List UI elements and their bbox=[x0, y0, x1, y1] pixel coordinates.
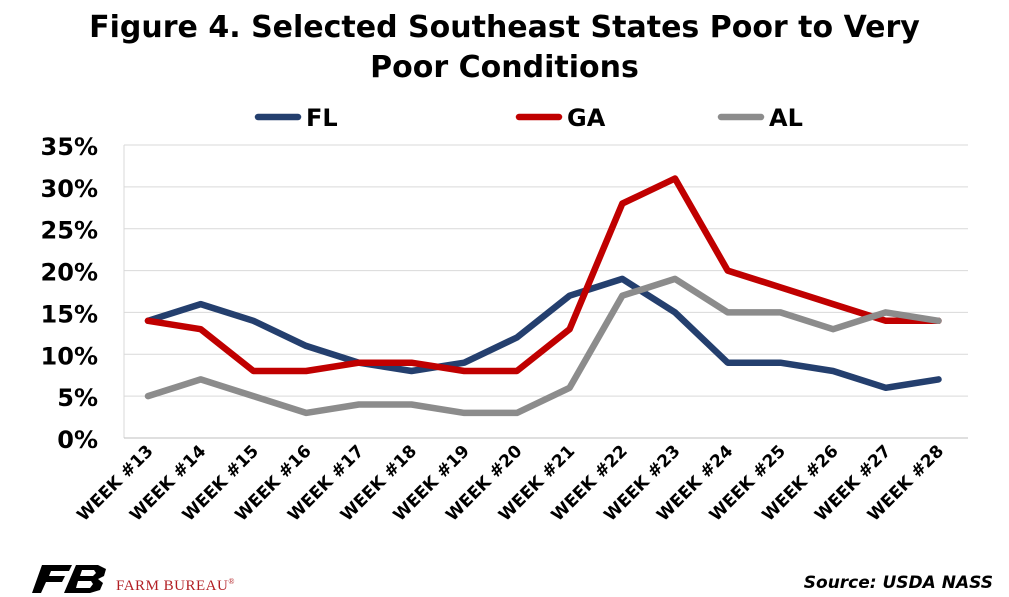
data-point-ga bbox=[146, 318, 150, 323]
data-point-fl bbox=[778, 360, 783, 365]
data-point-fl bbox=[462, 360, 467, 365]
series-line-fl bbox=[144, 275, 942, 392]
data-point-fl bbox=[514, 335, 519, 340]
y-tick-label: 0% bbox=[57, 426, 98, 454]
data-point-ga bbox=[409, 360, 414, 365]
y-tick-label: 25% bbox=[41, 217, 98, 245]
data-point-fl bbox=[831, 369, 836, 374]
legend-label-al: AL bbox=[769, 104, 803, 132]
data-point-al bbox=[620, 293, 625, 298]
data-point-al bbox=[725, 310, 730, 315]
data-point-al bbox=[462, 410, 467, 415]
data-point-ga bbox=[514, 369, 519, 374]
farm-bureau-logo-icon bbox=[32, 565, 106, 593]
y-tick-label: 15% bbox=[41, 300, 98, 328]
chart-title-line-2: Poor Conditions bbox=[370, 50, 639, 85]
data-point-al bbox=[883, 310, 888, 315]
data-point-ga bbox=[620, 201, 625, 206]
data-point-al bbox=[778, 310, 783, 315]
data-point-ga bbox=[304, 369, 309, 374]
data-point-al bbox=[146, 394, 150, 399]
y-tick-label: 30% bbox=[41, 175, 98, 203]
chart-title-line-1: Figure 4. Selected Southeast States Poor… bbox=[89, 10, 920, 45]
data-point-fl bbox=[409, 369, 414, 374]
y-tick-label: 10% bbox=[41, 342, 98, 370]
data-point-ga bbox=[462, 369, 467, 374]
legend-label-fl: FL bbox=[306, 104, 338, 132]
source-note: Source: USDA NASS bbox=[803, 573, 993, 593]
data-point-ga bbox=[198, 327, 203, 332]
data-point-ga bbox=[251, 369, 256, 374]
data-point-al bbox=[356, 402, 361, 407]
data-point-al bbox=[831, 327, 836, 332]
data-point-al bbox=[409, 402, 414, 407]
data-point-al bbox=[936, 318, 941, 323]
data-point-fl bbox=[936, 377, 941, 382]
data-point-fl bbox=[725, 360, 730, 365]
farm-bureau-brand: FARM BUREAU® bbox=[116, 577, 235, 594]
data-point-fl bbox=[251, 318, 256, 323]
data-point-ga bbox=[883, 318, 888, 323]
y-axis: 0% 5% 10% 15% 20% 25% 30% 35% bbox=[41, 133, 98, 454]
series-line-al bbox=[144, 275, 942, 417]
y-tick-label: 20% bbox=[41, 259, 98, 287]
data-point-ga bbox=[567, 327, 572, 332]
data-point-ga bbox=[356, 360, 361, 365]
chart-title: Figure 4. Selected Southeast States Poor… bbox=[0, 8, 1009, 88]
legend-label-ga: GA bbox=[567, 104, 606, 132]
data-point-al bbox=[251, 394, 256, 399]
data-point-fl bbox=[198, 302, 203, 307]
data-point-al bbox=[567, 385, 572, 390]
data-point-fl bbox=[620, 276, 625, 281]
series-lines bbox=[144, 175, 942, 417]
data-point-ga bbox=[673, 176, 677, 181]
y-tick-label: 35% bbox=[41, 133, 98, 161]
data-point-fl bbox=[883, 385, 888, 390]
y-tick-label: 5% bbox=[57, 384, 98, 412]
data-point-al bbox=[514, 410, 519, 415]
series-line-ga bbox=[144, 175, 942, 375]
data-point-ga bbox=[725, 268, 730, 273]
legend: FL GA AL bbox=[254, 104, 803, 132]
data-point-fl bbox=[567, 293, 572, 298]
data-point-al bbox=[304, 410, 309, 415]
data-point-ga bbox=[778, 285, 783, 290]
data-point-al bbox=[673, 276, 677, 281]
data-point-fl bbox=[304, 343, 309, 348]
data-point-al bbox=[198, 377, 203, 382]
data-point-fl bbox=[673, 310, 677, 315]
data-point-ga bbox=[831, 302, 836, 307]
